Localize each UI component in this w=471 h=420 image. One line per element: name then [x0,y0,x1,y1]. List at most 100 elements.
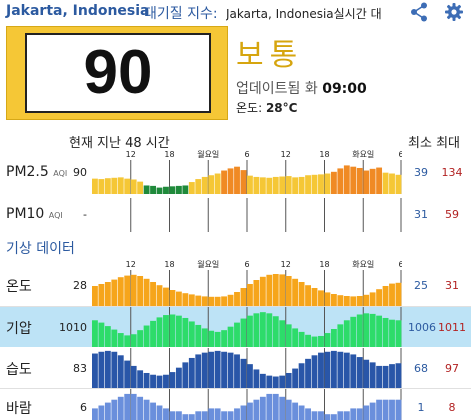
wind-bar [279,396,286,420]
time-tick-label: 18 [164,150,174,159]
temp-bar [272,274,279,306]
humidity-bar [137,370,144,388]
pm10-row[interactable]: PM10 AQI - 31 59 [0,198,471,232]
wind-bar [363,405,370,420]
pm25-row[interactable]: PM2.5 AQI 90 12 18 월요일 6 12 18 화요일 6 39 134 [0,148,471,194]
temp-bar [266,274,273,306]
wind-max: 8 [448,401,456,414]
time-tick-label: 6 [398,260,402,269]
temp-bar [376,289,383,306]
pressure-current: 1010 [59,321,87,334]
time-tick-label: 12 [126,150,136,159]
humidity-bar [363,359,370,388]
wind-bar [188,414,195,420]
humidity-bar [124,360,131,388]
pm25-bar [163,186,169,194]
aqi-value: 90 [25,33,211,113]
pm25-bar [240,170,247,194]
pressure-bar [292,328,299,347]
pressure-bar [124,335,131,347]
wind-bar [150,402,156,420]
humidity-bar [104,350,111,388]
pressure-bar [195,324,202,347]
aqi-panel: 90 [6,26,228,120]
pm25-bar [305,175,311,194]
pm25-min: 39 [414,166,428,179]
temp-row[interactable]: 온도 28 12 18 월요일 6 12 18 화요일 6 25 31 [0,258,471,306]
humidity-bar [395,363,402,388]
pressure-bar [221,330,228,347]
wind-bar [98,405,105,420]
wind-bar [137,396,144,420]
row-divider [0,388,471,389]
wind-bar [111,399,118,420]
humidity-bar [188,357,195,388]
temp-bar [111,279,118,306]
pm25-bar [188,182,195,194]
pressure-bar [98,322,105,347]
time-tick-label: 12 [281,260,291,269]
temp-bar [298,282,305,306]
wind-bar [240,405,247,420]
wind-bar [272,393,279,420]
pressure-bar [117,333,124,347]
temp-bar [98,284,105,306]
pressure-bar [247,315,253,347]
pressure-bar [227,326,234,347]
pm25-chart: 12 18 월요일 6 12 18 화요일 6 [92,149,402,194]
wind-bar [330,414,337,420]
temp-max: 31 [445,279,459,292]
pm25-bar [337,168,344,194]
pressure-bar [92,320,98,347]
humidity-row[interactable]: 습도 83 68 97 [0,348,471,388]
time-tick-label: 화요일 [352,260,374,269]
humidity-bar [279,375,286,388]
header-subtitle: Jakarta, Indonesia실시간 대 [226,7,382,21]
temp-bar [214,296,221,306]
temp-bar [150,282,156,306]
humidity-current: 83 [73,362,87,375]
temp-bar [350,296,357,306]
wind-row[interactable]: 바람 6 1 8 [0,389,471,420]
temp-bar [92,286,98,306]
pm25-bar [330,171,337,194]
wind-bar [350,408,357,420]
pm25-bar [214,173,221,194]
pm10-chart [130,198,402,232]
pressure-bar [175,315,182,347]
wind-bar [305,408,311,420]
wind-bar [247,402,253,420]
pm25-bar [124,178,131,194]
wind-bar [175,411,182,420]
pm25-bar [175,185,182,194]
share-icon[interactable] [410,2,428,22]
pm25-bar [356,167,363,194]
pressure-row[interactable]: 기압 1010 1006 1011 [0,307,471,347]
pm25-bar [292,177,299,194]
wind-bar [324,414,331,420]
wind-bar [117,396,124,420]
pressure-bar [324,333,331,347]
pressure-bar [169,314,176,347]
humidity-bar [318,352,324,388]
wind-bar [343,411,350,420]
pressure-bar [111,329,118,347]
humidity-bar [356,357,363,388]
pressure-bar [143,325,150,347]
pm25-bar [169,186,176,194]
pm25-bar [311,174,318,194]
pm25-bar [382,172,389,194]
wind-label: 바람 [6,401,32,417]
temp-bar [369,292,376,306]
humidity-bar [324,351,331,388]
pm25-bar [253,176,260,194]
wind-bar [156,405,163,420]
gear-icon[interactable] [444,2,464,22]
temp-bar [188,294,195,306]
temp-bar [285,276,292,306]
temp-bar [318,290,324,306]
humidity-bar [227,352,234,388]
temp-bar [195,295,202,306]
city-name[interactable]: Jakarta, Indonesia [6,3,150,19]
wind-bar [169,411,176,420]
